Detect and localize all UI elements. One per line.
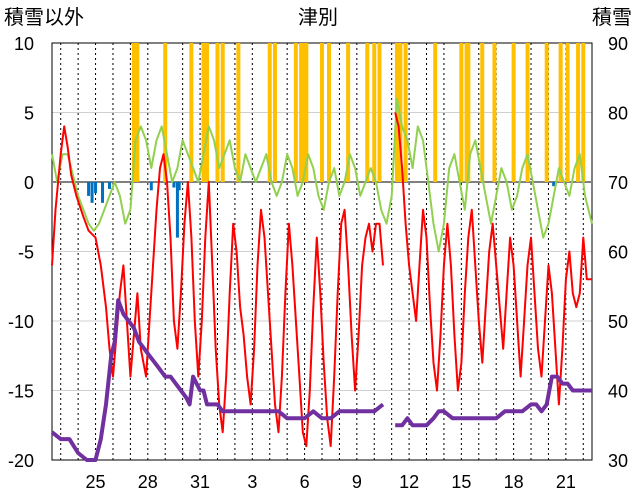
y-right-tick-label: 30 xyxy=(608,451,628,471)
snow_depth-line xyxy=(50,298,385,462)
sunshine-bar xyxy=(293,43,298,182)
sunshine-bar xyxy=(466,43,471,182)
precip-bar xyxy=(552,182,556,187)
y-left-tick-label: -20 xyxy=(8,451,34,471)
sunshine-bar xyxy=(189,43,194,182)
sunshine-bar xyxy=(346,43,351,182)
sunshine-bar xyxy=(480,43,485,182)
sunshine-bar xyxy=(135,43,140,182)
sunshine-bar xyxy=(320,43,324,182)
temperature_b-line xyxy=(394,112,592,406)
precip-bar xyxy=(172,182,176,188)
y-right-tick-label: 50 xyxy=(608,312,628,332)
y-right-tick-label: 80 xyxy=(608,104,628,124)
precip-bar xyxy=(101,182,105,203)
sunshine-bar xyxy=(581,43,586,182)
x-tick-label: 12 xyxy=(399,472,419,492)
snow_depth_b-line xyxy=(395,374,592,428)
y-left-tick-label: 0 xyxy=(24,173,34,193)
precip-bar xyxy=(87,182,91,196)
x-tick-label: 3 xyxy=(247,472,257,492)
sunshine-bar xyxy=(326,43,331,182)
y-left-tick-label: -10 xyxy=(8,312,34,332)
x-tick-label: 9 xyxy=(352,472,362,492)
precip-bar xyxy=(177,182,181,191)
wind-line xyxy=(51,97,593,253)
precip-bar xyxy=(107,182,111,189)
left-axis-title: 積雪以外 xyxy=(4,5,84,29)
sunshine-bar xyxy=(365,43,370,182)
x-tick-label: 31 xyxy=(190,472,210,492)
y-left-tick-label: -5 xyxy=(18,243,34,263)
sunshine-bar xyxy=(558,43,563,182)
sunshine-bar xyxy=(525,43,530,182)
line-layer xyxy=(50,97,593,462)
sunshine-bar xyxy=(299,43,304,182)
sunshine-bar xyxy=(131,43,136,182)
sunshine-bar xyxy=(236,43,241,182)
right-axis-title: 積雪 xyxy=(592,5,632,29)
sunshine-bar xyxy=(511,43,516,182)
sunshine-bar xyxy=(304,43,309,182)
y-left-tick-label: 10 xyxy=(14,34,34,54)
chart-title: 津別 xyxy=(298,5,338,29)
sunshine-bar xyxy=(205,43,210,182)
y-right-tick-label: 70 xyxy=(608,173,628,193)
x-tick-label: 28 xyxy=(138,472,158,492)
x-tick-label: 18 xyxy=(504,472,524,492)
sunshine-bar xyxy=(163,43,168,182)
sunshine-bar xyxy=(492,43,497,182)
bar-layer xyxy=(87,43,586,238)
sunshine-bar xyxy=(403,43,408,182)
precip-bar xyxy=(149,182,153,191)
precip-bar xyxy=(175,182,179,238)
sunshine-bar xyxy=(272,43,277,182)
sunshine-bar xyxy=(576,43,581,182)
x-tick-label: 6 xyxy=(300,472,310,492)
y-left-tick-label: -15 xyxy=(8,382,34,402)
temperature-line xyxy=(51,125,384,448)
sunshine-bar xyxy=(372,43,377,182)
sunshine-bar xyxy=(433,43,438,182)
sunshine-bar xyxy=(377,43,382,182)
x-tick-label: 25 xyxy=(86,472,106,492)
x-tick-label: 21 xyxy=(556,472,576,492)
precip-bar xyxy=(94,182,98,194)
sunshine-bar xyxy=(544,43,549,182)
sunshine-bar xyxy=(201,43,206,182)
sunshine-bar xyxy=(220,43,225,182)
sunshine-bar xyxy=(565,43,570,182)
y-right-tick-label: 40 xyxy=(608,382,628,402)
precip-bar xyxy=(90,182,94,203)
y-right-tick-label: 90 xyxy=(608,34,628,54)
sunshine-bar xyxy=(459,43,464,182)
y-left-tick-label: 5 xyxy=(24,104,34,124)
y-right-tick-label: 60 xyxy=(608,243,628,263)
x-tick-label: 15 xyxy=(451,472,471,492)
sunshine-bar xyxy=(215,43,220,182)
sunshine-bar xyxy=(267,43,272,182)
